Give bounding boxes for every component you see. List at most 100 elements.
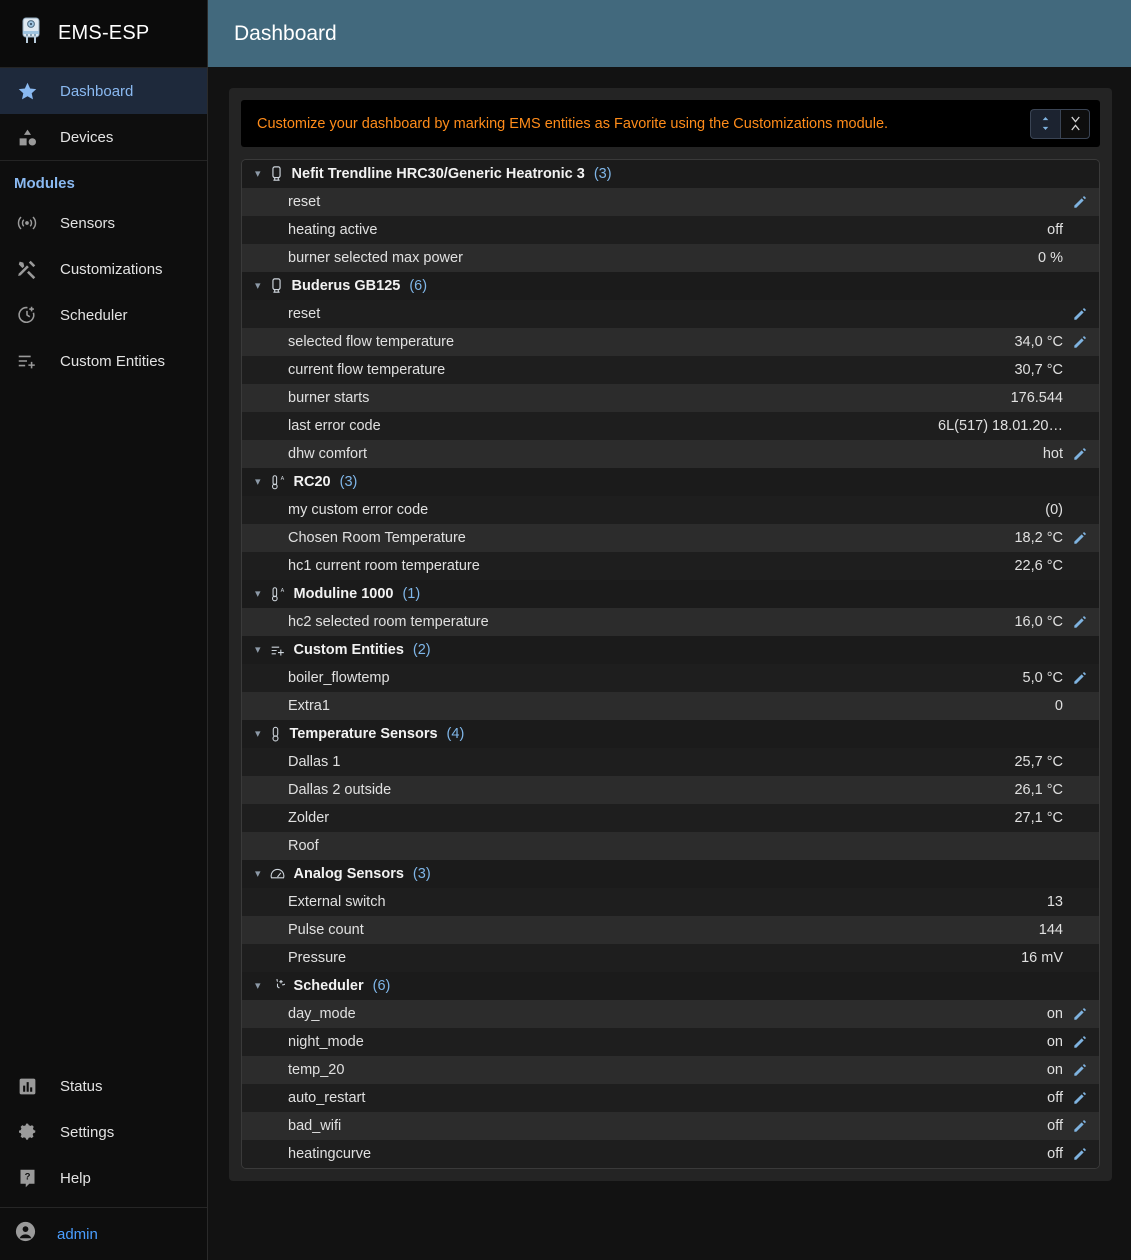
edit-pencil-icon[interactable] bbox=[1071, 671, 1087, 685]
entity-row[interactable]: Pulse count 144 bbox=[242, 916, 1099, 944]
entity-row[interactable]: selected flow temperature 34,0 °C bbox=[242, 328, 1099, 356]
entity-row[interactable]: Extra1 0 bbox=[242, 692, 1099, 720]
entity-name: Pulse count bbox=[288, 922, 364, 938]
sidebar-user[interactable]: admin bbox=[0, 1208, 207, 1260]
group-header[interactable]: ▾ Custom Entities (2) bbox=[242, 636, 1099, 664]
entity-row[interactable]: bad_wifi off bbox=[242, 1112, 1099, 1140]
edit-pencil-icon[interactable] bbox=[1071, 615, 1087, 629]
group-header[interactable]: ▾ A Moduline 1000 (1) bbox=[242, 580, 1099, 608]
edit-pencil-icon[interactable] bbox=[1071, 335, 1087, 349]
entity-name: hc1 current room temperature bbox=[288, 558, 480, 574]
sidebar-item-help[interactable]: ? Help bbox=[0, 1155, 207, 1201]
sidebar-item-custom-entities[interactable]: Custom Entities bbox=[0, 338, 207, 384]
entity-row[interactable]: Zolder 27,1 °C bbox=[242, 804, 1099, 832]
entity-row[interactable]: reset bbox=[242, 188, 1099, 216]
entity-row[interactable]: my custom error code (0) bbox=[242, 496, 1099, 524]
chevron-down-icon[interactable]: ▾ bbox=[255, 475, 261, 488]
boiler-logo-icon bbox=[18, 16, 44, 51]
edit-pencil-icon[interactable] bbox=[1071, 1035, 1087, 1049]
entity-row[interactable]: boiler_flowtemp 5,0 °C bbox=[242, 664, 1099, 692]
account-circle-icon bbox=[14, 1220, 37, 1248]
group-header[interactable]: ▾ Nefit Trendline HRC30/Generic Heatronic… bbox=[242, 160, 1099, 188]
edit-pencil-icon[interactable] bbox=[1071, 1147, 1087, 1161]
sidebar-item-label: Sensors bbox=[60, 214, 116, 232]
entity-name: Dallas 1 bbox=[288, 754, 341, 770]
chevron-down-icon[interactable]: ▾ bbox=[255, 587, 261, 600]
entity-row[interactable]: Dallas 1 25,7 °C bbox=[242, 748, 1099, 776]
edit-pencil-icon[interactable] bbox=[1071, 447, 1087, 461]
collapse-all-icon[interactable] bbox=[1060, 108, 1090, 139]
sidebar-item-status[interactable]: Status bbox=[0, 1063, 207, 1109]
group-count: (6) bbox=[409, 278, 428, 294]
entity-row[interactable]: temp_20 on bbox=[242, 1056, 1099, 1084]
entity-name: Chosen Room Temperature bbox=[288, 530, 466, 546]
group-header[interactable]: ▾ Scheduler (6) bbox=[242, 972, 1099, 1000]
sidebar-item-scheduler[interactable]: Scheduler bbox=[0, 292, 207, 338]
entity-value: 18,2 °C bbox=[1014, 530, 1063, 546]
entity-name: my custom error code bbox=[288, 502, 429, 518]
entity-value: off bbox=[1047, 1118, 1063, 1134]
group-count: (3) bbox=[593, 166, 612, 182]
edit-pencil-icon[interactable] bbox=[1071, 195, 1087, 209]
entity-row[interactable]: day_mode on bbox=[242, 1000, 1099, 1028]
chevron-down-icon[interactable]: ▾ bbox=[255, 867, 261, 880]
entity-value: 6L(517) 18.01.20… bbox=[938, 418, 1063, 434]
entity-row[interactable]: heatingcurve off bbox=[242, 1140, 1099, 1168]
edit-pencil-icon[interactable] bbox=[1071, 1063, 1087, 1077]
clock-plus-icon bbox=[270, 978, 285, 994]
entity-row[interactable]: burner starts 176.544 bbox=[242, 384, 1099, 412]
chevron-down-icon[interactable]: ▾ bbox=[255, 979, 261, 992]
sidebar-item-dashboard[interactable]: Dashboard bbox=[0, 68, 207, 114]
svg-text:A: A bbox=[280, 588, 284, 594]
sidebar-item-customizations[interactable]: Customizations bbox=[0, 246, 207, 292]
entity-row[interactable]: current flow temperature 30,7 °C bbox=[242, 356, 1099, 384]
entity-row[interactable]: Dallas 2 outside 26,1 °C bbox=[242, 776, 1099, 804]
sidebar-item-settings[interactable]: Settings bbox=[0, 1109, 207, 1155]
edit-pencil-icon[interactable] bbox=[1071, 1007, 1087, 1021]
edit-pencil-icon[interactable] bbox=[1071, 1119, 1087, 1133]
sidebar-item-label: Help bbox=[60, 1169, 91, 1187]
entity-row[interactable]: hc2 selected room temperature 16,0 °C bbox=[242, 608, 1099, 636]
group-title: Moduline 1000 bbox=[293, 586, 394, 602]
sidebar-item-devices[interactable]: Devices bbox=[0, 114, 207, 160]
entity-row[interactable]: Pressure 16 mV bbox=[242, 944, 1099, 972]
entity-name: hc2 selected room temperature bbox=[288, 614, 489, 630]
group-header[interactable]: ▾ Temperature Sensors (4) bbox=[242, 720, 1099, 748]
chevron-down-icon[interactable]: ▾ bbox=[255, 643, 261, 656]
edit-pencil-icon[interactable] bbox=[1071, 307, 1087, 321]
group-header[interactable]: ▾ Buderus GB125 (6) bbox=[242, 272, 1099, 300]
chevron-down-icon[interactable]: ▾ bbox=[255, 167, 261, 180]
entity-name: current flow temperature bbox=[288, 362, 446, 378]
group-count: (4) bbox=[446, 726, 465, 742]
entity-row[interactable]: heating active off bbox=[242, 216, 1099, 244]
edit-pencil-icon[interactable] bbox=[1071, 1091, 1087, 1105]
entity-row[interactable]: Chosen Room Temperature 18,2 °C bbox=[242, 524, 1099, 552]
entity-row[interactable]: hc1 current room temperature 22,6 °C bbox=[242, 552, 1099, 580]
entity-row[interactable]: dhw comfort hot bbox=[242, 440, 1099, 468]
chevron-down-icon[interactable]: ▾ bbox=[255, 727, 261, 740]
group-header[interactable]: ▾ Analog Sensors (3) bbox=[242, 860, 1099, 888]
entity-row[interactable]: last error code 6L(517) 18.01.20… bbox=[242, 412, 1099, 440]
entity-row[interactable]: reset bbox=[242, 300, 1099, 328]
sidebar-item-sensors[interactable]: Sensors bbox=[0, 200, 207, 246]
entity-name: burner starts bbox=[288, 390, 370, 406]
group-header[interactable]: ▾ A RC20 (3) bbox=[242, 468, 1099, 496]
broadcast-icon bbox=[14, 212, 40, 234]
entity-value: on bbox=[1046, 1062, 1063, 1078]
thermometer-icon bbox=[270, 726, 281, 742]
entity-row[interactable]: auto_restart off bbox=[242, 1084, 1099, 1112]
edit-pencil-icon[interactable] bbox=[1071, 531, 1087, 545]
entity-row[interactable]: burner selected max power 0 % bbox=[242, 244, 1099, 272]
expand-collapse-icon[interactable] bbox=[1030, 108, 1060, 139]
entity-value: 0 bbox=[1054, 698, 1063, 714]
devices-icon bbox=[14, 127, 40, 148]
entity-name: day_mode bbox=[288, 1006, 356, 1022]
group-count: (1) bbox=[402, 586, 421, 602]
entity-row[interactable]: night_mode on bbox=[242, 1028, 1099, 1056]
group-title: Temperature Sensors bbox=[289, 726, 438, 742]
chevron-down-icon[interactable]: ▾ bbox=[255, 279, 261, 292]
entity-row[interactable]: External switch 13 bbox=[242, 888, 1099, 916]
entity-row[interactable]: Roof bbox=[242, 832, 1099, 860]
entity-name: External switch bbox=[288, 894, 386, 910]
thermostat-icon: A bbox=[270, 586, 285, 602]
